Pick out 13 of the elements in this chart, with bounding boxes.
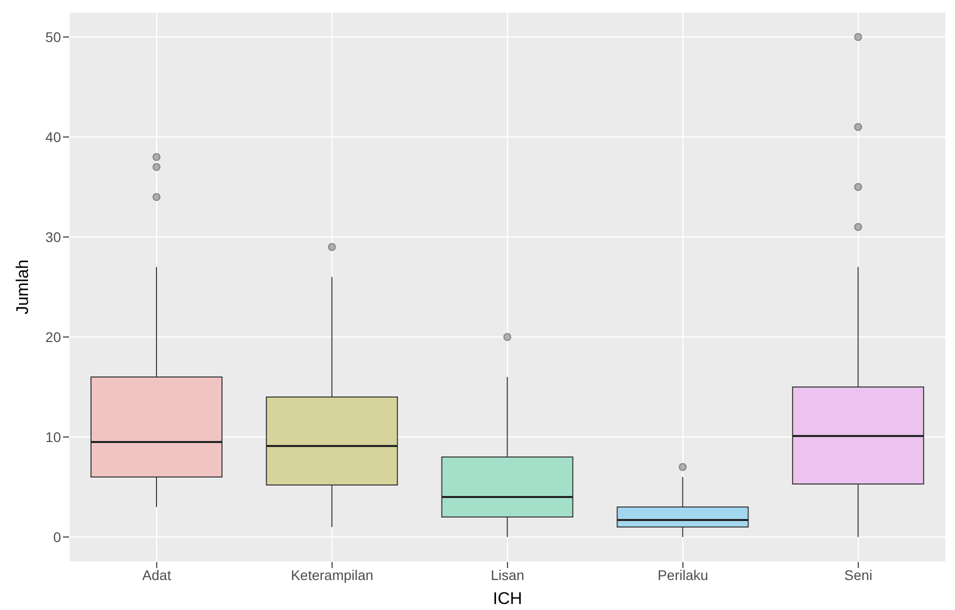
y-tick-label: 30 — [45, 228, 62, 245]
y-axis-title: Jumlah — [13, 260, 32, 314]
x-tick-label: Adat — [142, 566, 172, 583]
y-tick-label: 20 — [45, 328, 62, 345]
x-axis-title: ICH — [492, 589, 522, 608]
y-tick-label: 10 — [45, 428, 62, 445]
x-tick-label: Seni — [844, 566, 872, 583]
y-tick-label: 0 — [53, 528, 62, 545]
x-tick-label: Perilaku — [658, 566, 708, 583]
y-tick-label: 50 — [45, 28, 62, 45]
x-tick-label: Keterampilan — [290, 566, 374, 583]
y-tick-label: 40 — [45, 128, 62, 145]
x-tick-label: Lisan — [490, 566, 524, 583]
